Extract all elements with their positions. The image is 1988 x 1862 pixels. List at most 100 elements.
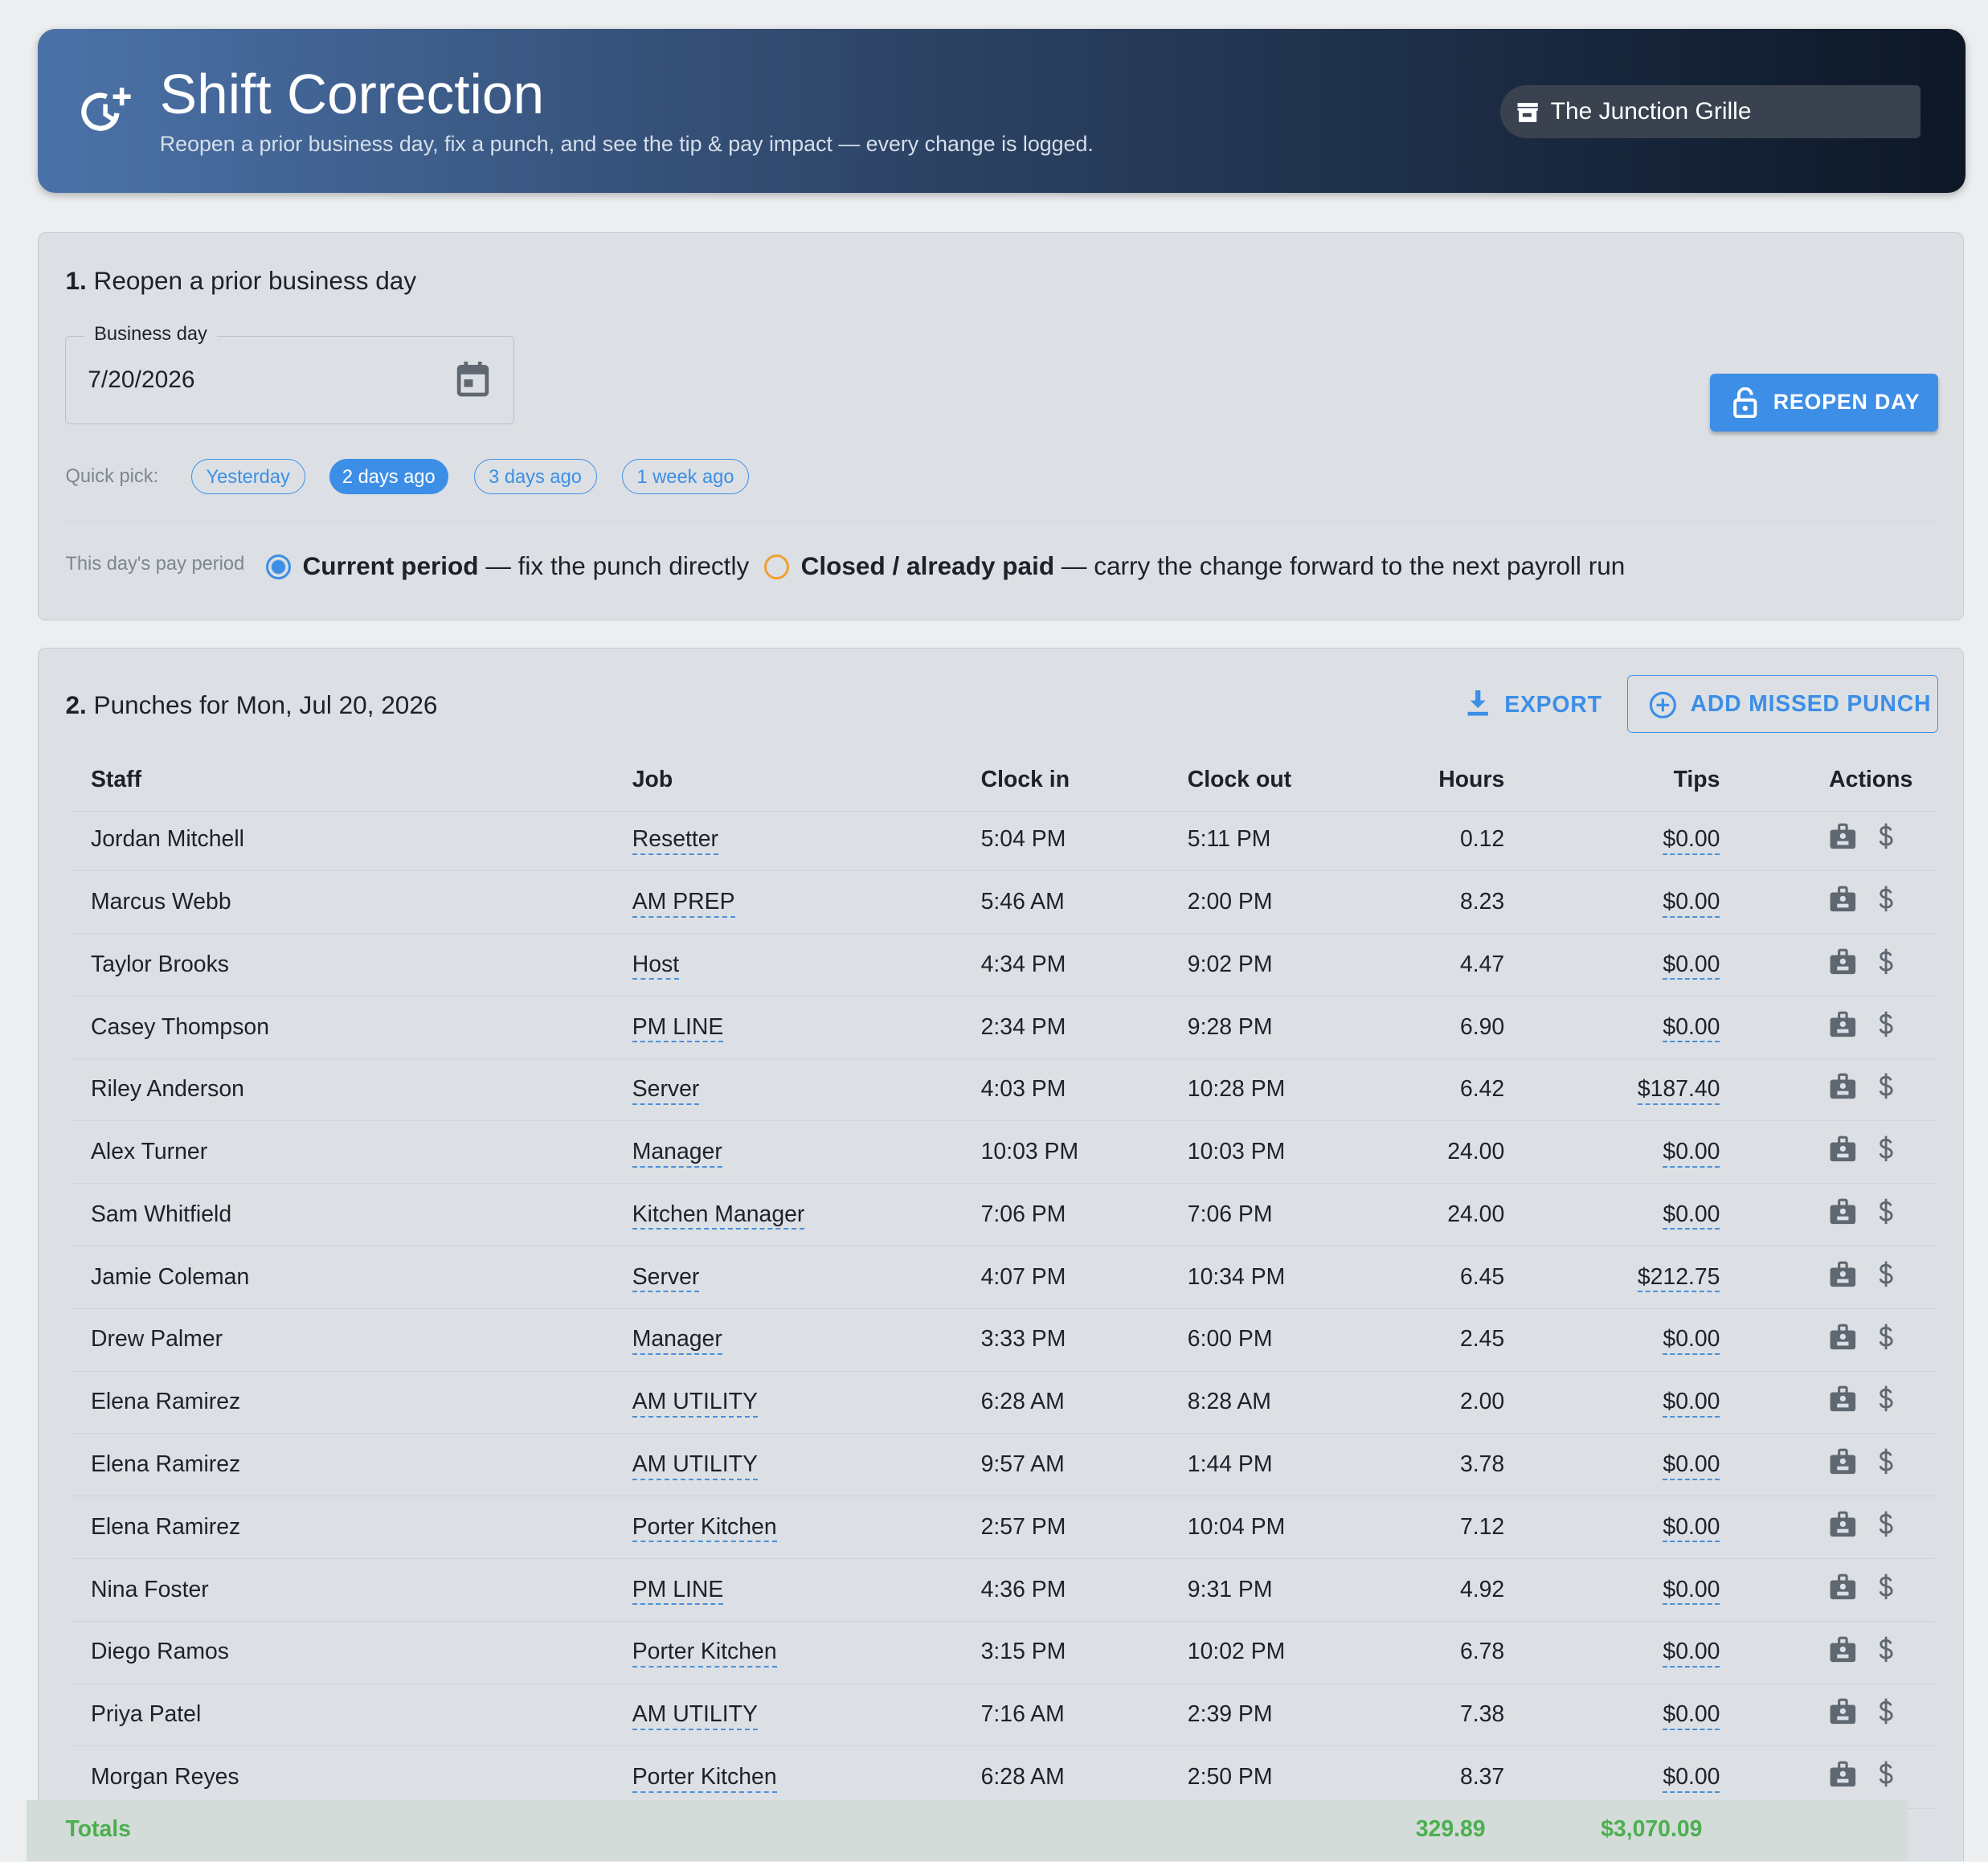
option-title: Current period [302,550,479,580]
job[interactable]: AM UTILITY [632,1701,758,1730]
edit-punch-button[interactable] [1829,1385,1857,1419]
edit-punch-button[interactable] [1829,1697,1857,1732]
job[interactable]: AM PREP [632,888,735,918]
adjust-tips-button[interactable] [1877,1385,1895,1419]
hours: 7.38 [1459,1701,1505,1728]
clock-out: 5:11 PM [1187,826,1271,853]
clock-out: 1:44 PM [1187,1451,1273,1478]
edit-punch-button[interactable] [1829,1010,1857,1045]
cell: Elena Ramirez [72,1451,613,1478]
quick-pick-chip[interactable]: Yesterday [190,458,305,494]
tips[interactable]: $0.00 [1663,1639,1720,1668]
adjust-tips-button[interactable] [1877,1635,1895,1670]
pay-period-option[interactable]: Closed / already paid — carry the change… [763,551,1625,581]
job[interactable]: Manager [632,1139,722,1168]
tips[interactable]: $0.00 [1663,1389,1720,1418]
reopen-button[interactable]: REOPEN DAY [1709,373,1938,432]
edit-punch-button[interactable] [1829,1197,1857,1232]
cell: 10:03 PM [962,1139,1168,1165]
tips[interactable]: $0.00 [1663,1451,1720,1480]
edit-punch-button[interactable] [1829,1635,1857,1670]
quick-pick-chip[interactable]: 1 week ago [622,458,749,494]
edit-punch-button[interactable] [1829,1573,1857,1607]
tips[interactable]: $0.00 [1663,1013,1720,1043]
job[interactable]: Manager [632,1326,722,1356]
adjust-tips-button[interactable] [1877,1072,1895,1107]
punch-row: Jordan Mitchell Resetter 5:04 PM 5:11 PM 0.1… [72,808,1936,872]
tips[interactable]: $0.00 [1663,888,1720,918]
actions [1739,1760,1936,1794]
adjust-tips-button[interactable] [1877,1323,1895,1357]
edit-punch-button[interactable] [1829,822,1857,857]
job[interactable]: Porter Kitchen [632,1763,777,1793]
punch-row: Alex Turner Manager 10:03 PM 10:03 PM 24.00 $… [72,1121,1936,1185]
icon [1830,1448,1856,1475]
adjust-tips-button[interactable] [1877,947,1895,982]
job[interactable]: PM LINE [632,1013,724,1043]
adjust-tips-button[interactable] [1877,1010,1895,1045]
pay-period-option[interactable]: Current period — fix the punch directly [265,550,749,581]
tips[interactable]: $0.00 [1663,1701,1720,1730]
adjust-tips-button[interactable] [1877,1135,1895,1169]
add-punch-button[interactable]: ADD MISSED PUNCH [1627,675,1939,733]
job[interactable]: Kitchen Manager [632,1201,805,1230]
adjust-tips-button[interactable] [1877,1697,1895,1732]
adjust-tips-button[interactable] [1877,1260,1895,1295]
staff-name: Sam Whitfield [91,1201,232,1227]
clock-in: 7:16 AM [980,1701,1065,1728]
adjust-tips-button[interactable] [1877,822,1895,857]
edit-punch-button[interactable] [1829,885,1857,919]
tips[interactable]: $0.00 [1663,1576,1720,1606]
quick-pick-chip[interactable]: 2 days ago [329,458,448,494]
edit-punch-button[interactable] [1829,1447,1857,1482]
job[interactable]: Server [632,1076,700,1105]
adjust-tips-button[interactable] [1877,1510,1895,1545]
cell: Priya Patel [72,1701,613,1728]
icon [1830,1324,1856,1349]
job[interactable]: Resetter [632,826,719,855]
actions [1739,947,1936,982]
edit-punch-button[interactable] [1829,1135,1857,1169]
export-button[interactable]: EXPORT [1466,690,1602,718]
cell: AM PREP [613,888,962,918]
job[interactable]: AM UTILITY [632,1451,758,1480]
add-icon [1649,692,1676,719]
location-selector[interactable]: The Junction Grille [1499,84,1921,138]
quick-pick-chip[interactable]: 3 days ago [473,458,597,494]
job[interactable]: Porter Kitchen [632,1513,777,1543]
adjust-tips-button[interactable] [1877,885,1895,919]
tips[interactable]: $0.00 [1663,826,1720,855]
page-title: Shift Correction [159,63,545,126]
adjust-tips-button[interactable] [1877,1197,1895,1232]
tips[interactable]: $187.40 [1637,1076,1720,1105]
cell: 2:34 PM [962,1014,1168,1041]
tips[interactable]: $212.75 [1637,1263,1720,1293]
tips[interactable]: $0.00 [1663,1326,1720,1356]
edit-punch-button[interactable] [1829,1260,1857,1295]
job[interactable]: Porter Kitchen [632,1639,777,1668]
tips[interactable]: $0.00 [1663,1139,1720,1168]
tips[interactable]: $0.00 [1663,1513,1720,1543]
cell: Alex Turner [72,1139,613,1165]
job[interactable]: Host [632,951,680,980]
edit-punch-button[interactable] [1829,1072,1857,1107]
job[interactable]: Server [632,1263,700,1293]
edit-punch-button[interactable] [1829,1510,1857,1545]
adjust-tips-button[interactable] [1877,1447,1895,1482]
edit-punch-button[interactable] [1829,1760,1857,1794]
edit-punch-button[interactable] [1829,947,1857,982]
cell: 4:07 PM [962,1264,1168,1291]
job[interactable]: AM UTILITY [632,1389,758,1418]
tips[interactable]: $0.00 [1663,1201,1720,1230]
job[interactable]: PM LINE [632,1576,724,1606]
edit-punch-button[interactable] [1829,1323,1857,1357]
cell: Kitchen Manager [613,1201,962,1230]
tips[interactable]: $0.00 [1663,951,1720,980]
date-field[interactable]: Business day 7/20/2026 [65,323,515,425]
calendar-icon[interactable] [456,362,489,397]
adjust-tips-button[interactable] [1877,1573,1895,1607]
cell: Manager [613,1139,962,1168]
adjust-tips-button[interactable] [1877,1760,1895,1794]
cell: 9:02 PM [1168,951,1352,978]
tips[interactable]: $0.00 [1663,1763,1720,1793]
